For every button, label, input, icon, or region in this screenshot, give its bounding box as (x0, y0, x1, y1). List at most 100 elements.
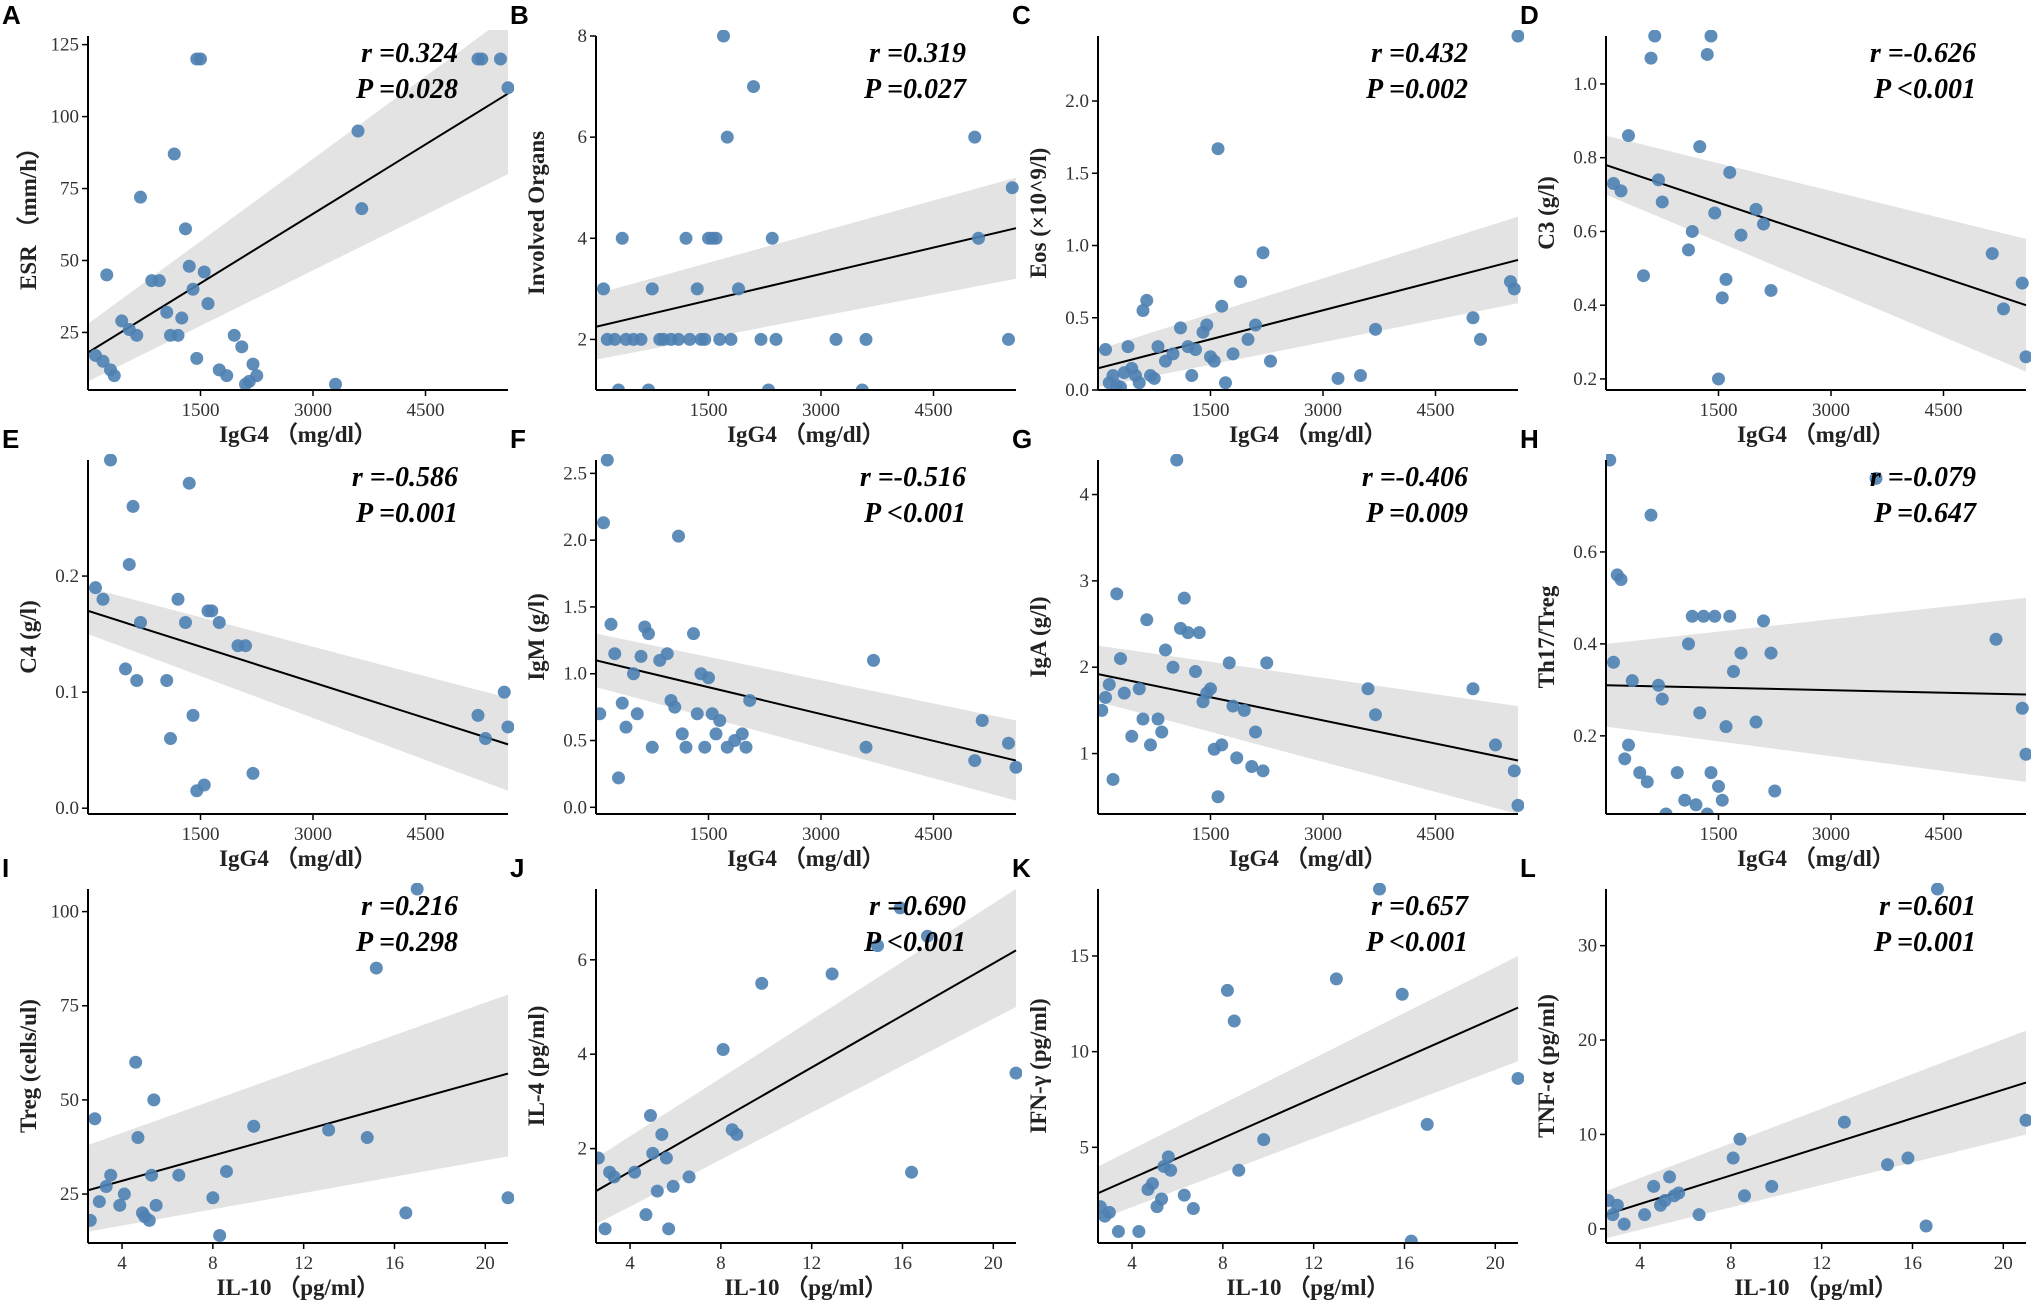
confidence-band (596, 177, 1016, 360)
data-point (607, 1170, 621, 1184)
data-point (1404, 1234, 1418, 1243)
y-tick-label: 100 (51, 902, 80, 923)
p-value: P =0.009 (1365, 498, 1468, 529)
x-tick-label: 20 (1486, 1253, 1505, 1274)
x-tick-label: 4500 (915, 824, 953, 845)
data-point (1765, 1179, 1779, 1193)
data-point (1132, 1225, 1146, 1239)
data-point (871, 939, 885, 953)
confidence-band (1098, 645, 1518, 814)
data-point (1869, 471, 1883, 485)
y-tick-label: 8 (578, 26, 588, 47)
data-point (1329, 972, 1343, 986)
x-tick-label: 16 (893, 1253, 912, 1274)
data-point (131, 1131, 145, 1145)
panel-letter: C (1012, 0, 1031, 30)
data-point (160, 305, 174, 319)
y-tick-label: 0.4 (1573, 295, 1597, 316)
confidence-band (88, 994, 508, 1232)
plot-area-l (1606, 883, 2031, 1239)
data-point (597, 282, 610, 296)
x-tick-label: 4500 (1417, 824, 1455, 845)
data-point (134, 190, 147, 204)
panel-b: 1500 3000 4500 2 4 6 8 B IgG4 （mg/dl） Involved Or… (510, 0, 1019, 447)
data-point (175, 311, 189, 325)
data-point (600, 454, 614, 467)
data-point (867, 653, 880, 667)
data-point (1164, 1163, 1178, 1177)
data-point (825, 967, 839, 981)
data-point (206, 1191, 220, 1205)
x-tick-label: 4 (1127, 1253, 1137, 1274)
data-point (1260, 656, 1274, 670)
data-point (720, 130, 734, 144)
data-point (1989, 632, 2003, 646)
x-axis-title: IgG4 （mg/dl） (219, 845, 377, 871)
panel-c: 1500 3000 4500 0.0 0.5 1.0 1.5 2.0 C IgG4 （mg/dl）… (1012, 0, 1524, 447)
x-axis-title: IL-10 （pg/ml） (725, 1274, 888, 1300)
data-point (1373, 883, 1387, 896)
confidence-band (1098, 216, 1518, 388)
x-tick-label: 4500 (1417, 400, 1455, 421)
x-tick-label: 8 (716, 1253, 726, 1274)
data-point (152, 274, 166, 288)
data-point (89, 581, 102, 595)
y-tick-label: 0.6 (1573, 542, 1597, 563)
y-axis-title: Involved Organs (524, 131, 549, 295)
data-point (1757, 217, 1770, 231)
data-point (501, 1191, 514, 1205)
data-point (1256, 246, 1270, 260)
data-point (1222, 656, 1236, 670)
data-point (1230, 751, 1244, 765)
data-point (628, 1165, 642, 1179)
data-point (639, 1208, 653, 1222)
data-point (690, 282, 704, 296)
panel-l: 4 8 12 16 20 0 10 20 30 L IL-10 （pg/ml） TNF-α (pg/m… (1520, 853, 2031, 1300)
data-point (646, 1146, 660, 1160)
correlation-r: r =-0.516 (860, 462, 966, 493)
data-point (645, 740, 659, 754)
data-point (1161, 1150, 1175, 1164)
data-point (1652, 173, 1665, 187)
data-point (1117, 686, 1131, 700)
data-point (1132, 376, 1146, 390)
plot-area-a (88, 30, 514, 390)
data-point (171, 592, 185, 606)
regression-line (1606, 684, 2027, 696)
data-point (1361, 682, 1375, 696)
data-point (1145, 1177, 1159, 1191)
x-tick-label: 1500 (1700, 400, 1738, 421)
data-point (494, 52, 507, 66)
data-point (96, 592, 110, 606)
data-point (1768, 784, 1782, 798)
y-tick-label: 0.0 (1065, 380, 1089, 401)
data-point (1625, 674, 1639, 688)
data-point (1685, 224, 1699, 238)
data-point (410, 883, 424, 896)
x-tick-label: 8 (1726, 1253, 1736, 1274)
data-point (212, 615, 226, 629)
x-tick-label: 1500 (1700, 824, 1738, 845)
panel-d: 1500 3000 4500 0.2 0.4 0.6 0.8 1.0 D IgG4 （mg/dl）… (1520, 0, 2031, 447)
data-point (1111, 1225, 1125, 1239)
data-point (1226, 347, 1240, 361)
data-point (369, 961, 383, 975)
y-tick-label: 6 (578, 950, 588, 971)
data-point (1670, 766, 1684, 780)
p-value: P =0.298 (355, 927, 458, 958)
data-point (672, 332, 685, 346)
data-point (1170, 454, 1184, 467)
data-point (117, 1187, 131, 1201)
data-point (645, 282, 659, 296)
data-point (655, 1127, 669, 1141)
data-point (765, 231, 779, 245)
y-tick-label: 50 (60, 1090, 79, 1111)
data-point (1726, 1151, 1740, 1165)
y-tick-label: 0.4 (1573, 634, 1597, 655)
data-point (855, 383, 869, 390)
data-point (1466, 682, 1480, 696)
data-point (1474, 332, 1487, 346)
data-point (615, 696, 629, 710)
y-tick-label: 1 (1080, 744, 1090, 765)
